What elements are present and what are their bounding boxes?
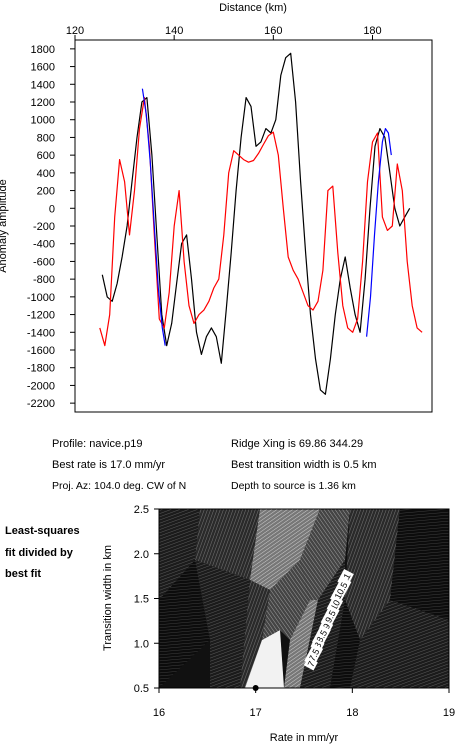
bottom-x-tick-label: 19 <box>443 707 455 719</box>
top-y-tick-label: 600 <box>37 150 55 162</box>
top-x-tick-label: 160 <box>264 25 282 37</box>
top-y-tick-label: -1800 <box>27 363 55 375</box>
profile-info-block: Profile: navice.p19 Best rate is 17.0 mm… <box>52 438 377 492</box>
top-y-tick-label: 1800 <box>31 44 55 56</box>
top-y-tick-label: 400 <box>37 168 55 180</box>
bottom-y-axis-label: Transition width in km <box>102 545 114 651</box>
top-x-tick-label: 120 <box>66 25 84 37</box>
top-y-tick-label: -1400 <box>27 327 55 339</box>
series-line-0 <box>101 52 411 395</box>
side-label-line-2: fit divided by <box>5 547 74 559</box>
contour-label-text: 8 <box>312 641 323 650</box>
side-label-line-3: best fit <box>5 568 41 580</box>
top-y-tick-label: -400 <box>33 239 55 251</box>
bottom-y-tick-label: 1.5 <box>134 594 149 606</box>
proj-az-text: Proj. Az: 104.0 deg. CW of N <box>52 480 186 492</box>
bottom-x-tick-label: 17 <box>250 707 262 719</box>
bottom-y-tick-label: 1.0 <box>134 638 149 650</box>
contour-label-text: 9 <box>321 622 332 631</box>
top-y-tick-label: -2200 <box>27 398 55 410</box>
bottom-y-tick-label: 0.5 <box>134 683 149 695</box>
top-y-axis-label: Anomaly amplitude <box>0 179 9 273</box>
ridge-xing-text: Ridge Xing is 69.86 344.29 <box>231 438 363 450</box>
bottom-y-tick-label: 2.0 <box>134 549 149 561</box>
series-line-2 <box>141 88 166 346</box>
bottom-plot-frame <box>158 508 450 689</box>
top-y-tick-label: -200 <box>33 221 55 233</box>
top-y-tick-label: -1600 <box>27 345 55 357</box>
top-x-axis-label: Distance (km) <box>219 2 287 14</box>
bottom-x-tick-label: 18 <box>346 707 358 719</box>
contour-label-box <box>303 657 318 671</box>
top-y-tick-label: -2000 <box>27 380 55 392</box>
contour-label: 7 <box>303 657 318 671</box>
anomaly-profile-chart: Distance (km) 120 140 160 180 1800 1600 1400 1… <box>0 2 433 413</box>
top-y-tick-label: 1200 <box>31 97 55 109</box>
best-width-text: Best transition width is 0.5 km <box>231 459 377 471</box>
top-plot-frame <box>74 39 433 413</box>
series-line-3 <box>366 128 392 337</box>
bottom-x-tick-label: 16 <box>153 707 165 719</box>
top-y-tick-label: 800 <box>37 132 55 144</box>
top-y-tick-label: -1000 <box>27 292 55 304</box>
top-y-tick-label: 200 <box>37 186 55 198</box>
best-rate-text: Best rate is 17.0 mm/yr <box>52 459 165 471</box>
top-y-tick-label: 1000 <box>31 115 55 127</box>
top-y-tick-label: -600 <box>33 256 55 268</box>
misfit-side-label: Least-squares fit divided by best fit <box>5 525 80 580</box>
top-y-tick-label: 0 <box>49 203 55 215</box>
depth-text: Depth to source is 1.36 km <box>231 480 356 492</box>
top-x-tick-label: 140 <box>165 25 183 37</box>
top-x-tick-label: 180 <box>363 25 381 37</box>
profile-name-text: Profile: navice.p19 <box>52 438 143 450</box>
misfit-texture <box>159 509 449 688</box>
side-label-line-1: Least-squares <box>5 525 80 537</box>
top-y-tick-label: 1600 <box>31 62 55 74</box>
contour-label-text: 7 <box>306 659 317 668</box>
bottom-x-axis-label: Rate in mm/yr <box>270 732 339 744</box>
bottom-y-tick-label: 2.5 <box>134 504 149 516</box>
top-y-tick-label: 1400 <box>31 79 55 91</box>
top-y-tick-label: -800 <box>33 274 55 286</box>
top-y-tick-label: -1200 <box>27 310 55 322</box>
